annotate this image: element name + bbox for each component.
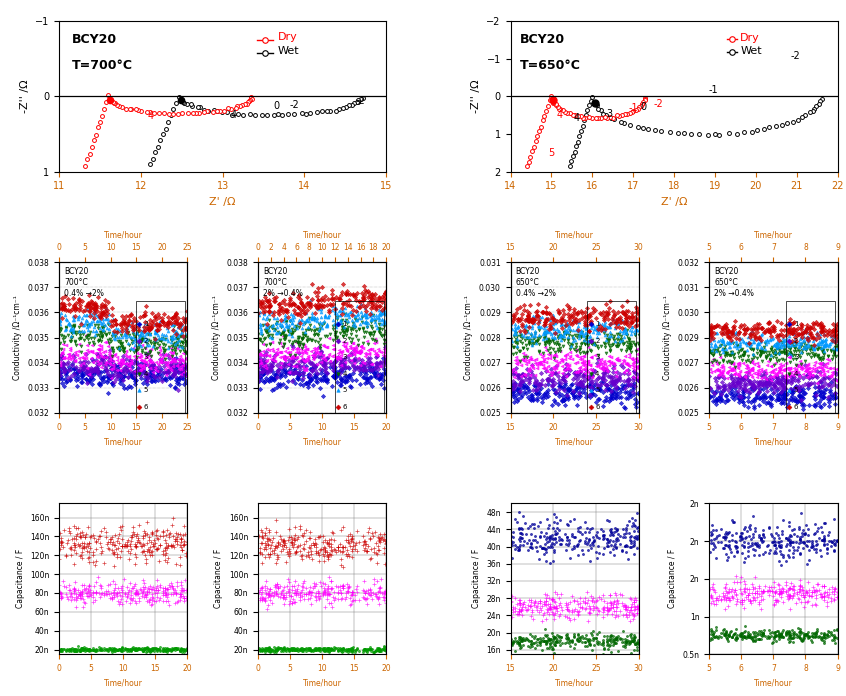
Text: 5: 5 xyxy=(144,388,148,393)
Text: Dry: Dry xyxy=(740,33,760,43)
X-axis label: Time/hour: Time/hour xyxy=(555,231,594,240)
Bar xyxy=(136,301,185,413)
Text: -2: -2 xyxy=(654,99,663,109)
X-axis label: Time/hour: Time/hour xyxy=(754,679,793,688)
Y-axis label: -Z'' /Ω: -Z'' /Ω xyxy=(471,79,481,113)
Text: T=650°C: T=650°C xyxy=(520,58,581,72)
Text: T=700°C: T=700°C xyxy=(72,58,134,72)
Y-axis label: Capacitance / F: Capacitance / F xyxy=(471,549,481,608)
X-axis label: Time/hour: Time/hour xyxy=(303,437,342,446)
Text: -2: -2 xyxy=(790,52,800,61)
X-axis label: Time/hour: Time/hour xyxy=(104,679,143,688)
Bar xyxy=(335,301,384,413)
X-axis label: Time/hour: Time/hour xyxy=(555,437,594,446)
Text: 6: 6 xyxy=(794,404,799,410)
Y-axis label: -Z'' /Ω: -Z'' /Ω xyxy=(19,79,30,113)
X-axis label: Time/hour: Time/hour xyxy=(303,231,342,240)
Text: BCY20
650°C
0.4% →2%: BCY20 650°C 0.4% →2% xyxy=(516,267,556,298)
Text: -1: -1 xyxy=(709,86,718,95)
Text: 2: 2 xyxy=(794,338,799,344)
Text: 1: 1 xyxy=(343,321,347,327)
Text: Wet: Wet xyxy=(277,46,299,56)
Text: 4: 4 xyxy=(343,371,347,377)
Text: 4: 4 xyxy=(231,110,237,120)
X-axis label: Time/hour: Time/hour xyxy=(555,679,594,688)
X-axis label: Z' /Ω: Z' /Ω xyxy=(210,197,236,207)
Text: 3: 3 xyxy=(595,354,600,360)
Text: 3: 3 xyxy=(794,354,799,360)
Text: 5: 5 xyxy=(343,388,347,393)
Text: Wet: Wet xyxy=(740,46,762,56)
Text: 4: 4 xyxy=(557,110,563,120)
Text: 4: 4 xyxy=(144,371,148,377)
Text: -2: -2 xyxy=(290,100,299,109)
Text: BCY20: BCY20 xyxy=(520,33,565,46)
Text: BCY20
700°C
0.4% →2%: BCY20 700°C 0.4% →2% xyxy=(64,267,104,298)
Bar xyxy=(587,301,636,413)
Y-axis label: Capacitance / F: Capacitance / F xyxy=(15,549,25,608)
Text: 1: 1 xyxy=(144,321,148,327)
Text: 5: 5 xyxy=(794,388,799,393)
Y-axis label: Conductivity /Ω⁻¹cm⁻¹: Conductivity /Ω⁻¹cm⁻¹ xyxy=(663,295,672,380)
Y-axis label: Capacitance / F: Capacitance / F xyxy=(668,549,677,608)
Text: 2: 2 xyxy=(144,338,148,344)
Text: -1: -1 xyxy=(629,104,638,113)
X-axis label: Time/hour: Time/hour xyxy=(104,231,143,240)
X-axis label: Time/hour: Time/hour xyxy=(754,231,793,240)
Text: 1: 1 xyxy=(794,321,799,327)
Text: 6: 6 xyxy=(343,404,347,410)
Text: 6: 6 xyxy=(144,404,148,410)
Text: 4: 4 xyxy=(574,113,580,123)
Text: Dry: Dry xyxy=(277,33,297,42)
Text: 2: 2 xyxy=(343,338,347,344)
Y-axis label: Capacitance / F: Capacitance / F xyxy=(214,549,223,608)
Text: 3: 3 xyxy=(343,354,347,360)
Text: -2: -2 xyxy=(355,96,365,106)
Y-axis label: Conductivity /Ω⁻¹cm⁻¹: Conductivity /Ω⁻¹cm⁻¹ xyxy=(13,295,22,380)
Text: 4: 4 xyxy=(794,371,799,377)
Text: 4: 4 xyxy=(595,371,600,377)
Text: 2: 2 xyxy=(595,338,600,344)
X-axis label: Z' /Ω: Z' /Ω xyxy=(661,197,687,207)
Bar xyxy=(786,301,835,413)
Text: 3: 3 xyxy=(607,109,613,120)
Text: 5: 5 xyxy=(548,148,554,158)
Text: BCY20
650°C
2% →0.4%: BCY20 650°C 2% →0.4% xyxy=(714,267,755,298)
Text: 5: 5 xyxy=(595,388,600,393)
X-axis label: Time/hour: Time/hour xyxy=(754,437,793,446)
X-axis label: Time/hour: Time/hour xyxy=(303,679,342,688)
X-axis label: Time/hour: Time/hour xyxy=(104,437,143,446)
Text: 0: 0 xyxy=(640,102,646,112)
Text: 4: 4 xyxy=(147,111,154,121)
Y-axis label: Conductivity /Ω⁻¹cm⁻¹: Conductivity /Ω⁻¹cm⁻¹ xyxy=(464,295,474,380)
Text: 3: 3 xyxy=(144,354,148,360)
Text: BCY20
700°C
2% →0.4%: BCY20 700°C 2% →0.4% xyxy=(263,267,303,298)
Y-axis label: Conductivity /Ω⁻¹cm⁻¹: Conductivity /Ω⁻¹cm⁻¹ xyxy=(212,295,221,380)
Text: BCY20: BCY20 xyxy=(72,33,118,46)
Text: 1: 1 xyxy=(595,321,600,327)
Text: 0: 0 xyxy=(273,101,279,111)
Text: 6: 6 xyxy=(595,404,600,410)
